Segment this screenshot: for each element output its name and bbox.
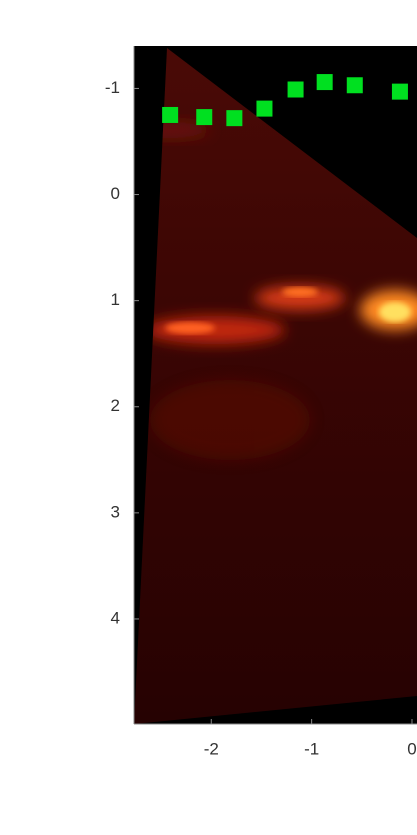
- y-tick-label: 0: [111, 184, 120, 203]
- marker: [226, 110, 243, 127]
- y-tick-label: 2: [111, 396, 120, 415]
- marker: [346, 77, 363, 94]
- x-tick-label: -2: [204, 739, 219, 758]
- y-tick-label: -1: [105, 78, 120, 97]
- marker: [287, 81, 304, 98]
- y-tick-label: 1: [111, 290, 120, 309]
- marker: [256, 100, 273, 117]
- marker: [316, 74, 333, 91]
- x-tick-label: -1: [304, 739, 319, 758]
- heatmap: [134, 46, 417, 724]
- x-tick-label: 0: [407, 739, 416, 758]
- marker: [391, 83, 408, 100]
- y-tick-label: 4: [111, 608, 120, 627]
- marker: [162, 106, 179, 123]
- marker: [196, 109, 213, 126]
- y-tick-label: 3: [111, 502, 120, 521]
